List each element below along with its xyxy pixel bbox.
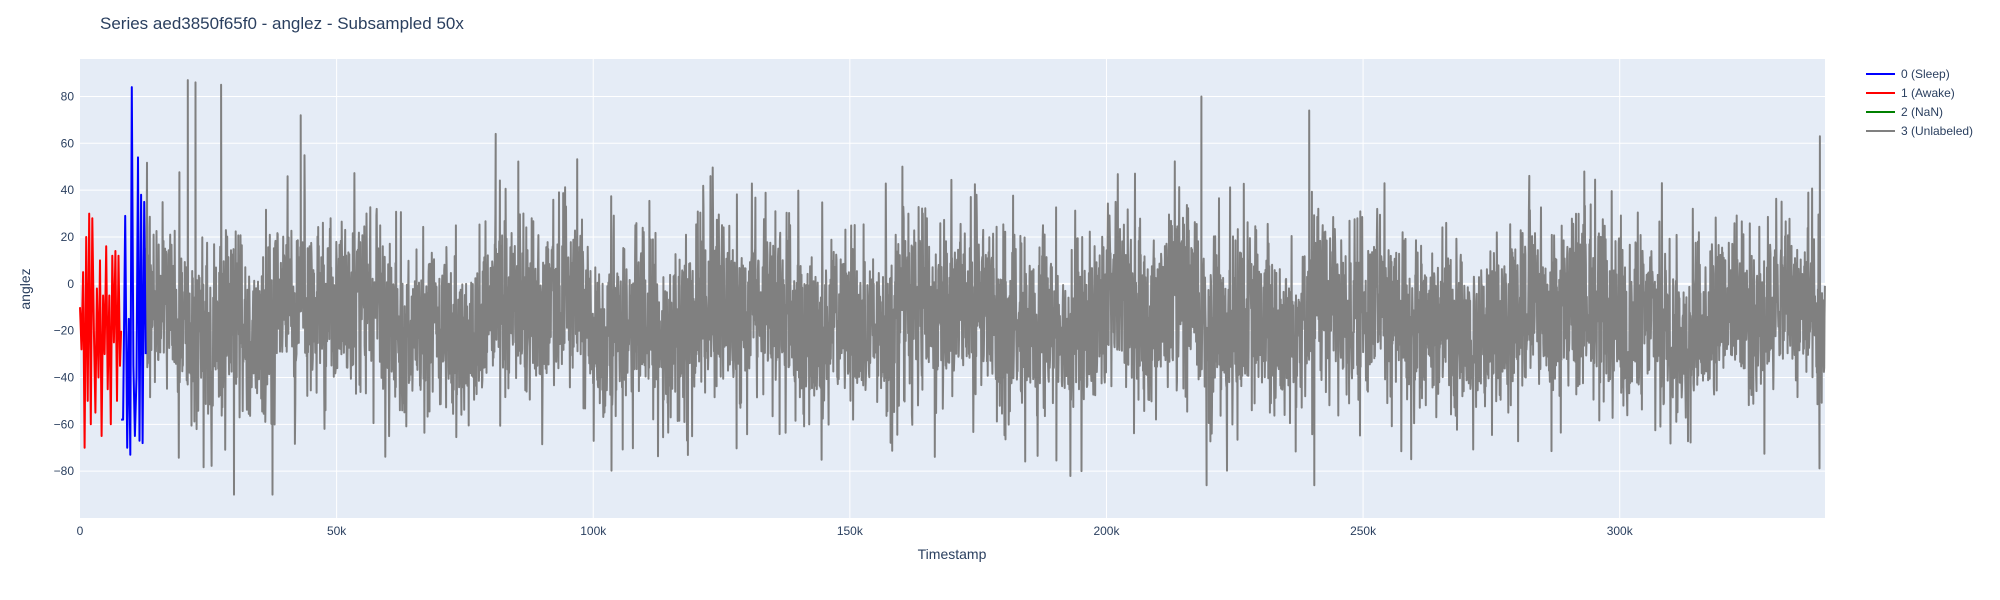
series-unlabeled-line[interactable] <box>144 79 1826 496</box>
y-tick-label: −20 <box>54 324 75 338</box>
y-tick-label: 20 <box>61 230 75 244</box>
y-tick-label: 60 <box>61 136 75 150</box>
legend[interactable]: 0 (Sleep) 1 (Awake) 2 (NaN) 3 (Unlabeled) <box>1866 67 1973 138</box>
y-tick-label: 40 <box>61 183 75 197</box>
y-axis-ticks: −80 −60 −40 −20 0 20 40 60 80 <box>54 89 75 478</box>
legend-item[interactable]: 2 (NaN) <box>1866 105 1943 119</box>
series-lines <box>79 79 1826 496</box>
legend-item[interactable]: 3 (Unlabeled) <box>1866 124 1973 138</box>
y-tick-label: −80 <box>54 464 75 478</box>
x-tick-label: 0 <box>77 524 84 538</box>
y-tick-label: 80 <box>61 89 75 103</box>
legend-item[interactable]: 1 (Awake) <box>1866 86 1955 100</box>
legend-item[interactable]: 0 (Sleep) <box>1866 67 1950 81</box>
x-tick-label: 100k <box>580 524 607 538</box>
legend-label: 3 (Unlabeled) <box>1901 124 1973 138</box>
legend-label: 0 (Sleep) <box>1901 67 1950 81</box>
x-tick-label: 300k <box>1607 524 1634 538</box>
x-tick-label: 50k <box>327 524 347 538</box>
x-tick-label: 150k <box>837 524 864 538</box>
x-tick-label: 250k <box>1350 524 1377 538</box>
legend-label: 2 (NaN) <box>1901 105 1943 119</box>
x-tick-label: 200k <box>1093 524 1120 538</box>
x-axis-title: Timestamp <box>918 546 987 562</box>
chart-title: Series aed3850f65f0 - anglez - Subsample… <box>100 14 464 33</box>
y-axis-title: anglez <box>17 268 33 309</box>
y-tick-label: −60 <box>54 417 75 431</box>
y-tick-label: −40 <box>54 370 75 384</box>
x-axis-ticks: 0 50k 100k 150k 200k 250k 300k <box>77 524 1634 538</box>
series-1-line[interactable] <box>79 212 123 449</box>
legend-label: 1 (Awake) <box>1901 86 1955 100</box>
y-tick-label: 0 <box>67 277 74 291</box>
series-0-line[interactable] <box>121 86 147 456</box>
